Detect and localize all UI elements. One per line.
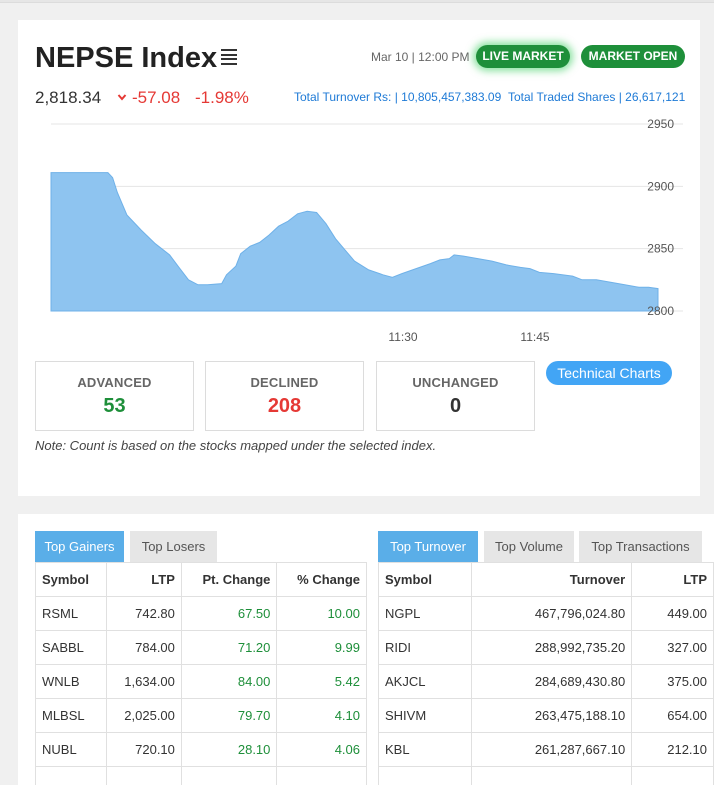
top-strip — [0, 0, 714, 3]
table-header-row: Symbol Turnover LTP — [378, 562, 714, 597]
symbol-cell[interactable]: RSML — [35, 596, 107, 631]
table-row[interactable]: NUBL 720.10 28.10 4.06 — [35, 732, 367, 767]
declined-box: DECLINED 208 — [205, 361, 364, 431]
y-tick-label: 2900 — [647, 179, 674, 193]
table-row[interactable]: KBL 261,287,667.10 212.10 — [378, 732, 714, 767]
tables-card: Top Gainers Top Losers Top Turnover Top … — [18, 514, 714, 785]
index-value: 2,818.34 — [35, 88, 102, 107]
turnover-cell: 288,992,735.20 — [470, 630, 633, 665]
tab-top-volume[interactable]: Top Volume — [484, 531, 574, 562]
table-row — [35, 766, 367, 785]
tab-top-turnover[interactable]: Top Turnover — [378, 531, 478, 562]
y-tick-label: 2950 — [647, 117, 674, 131]
symbol-cell[interactable]: NUBL — [35, 732, 107, 767]
ltp-cell: 1,634.00 — [105, 664, 182, 699]
total-turnover: Total Turnover Rs: | 10,805,457,383.09 — [294, 90, 502, 104]
column-header: LTP — [105, 562, 182, 597]
ltp-cell: 375.00 — [631, 664, 714, 699]
pct-change-cell: 4.06 — [276, 732, 367, 767]
symbol-cell[interactable]: WNLB — [35, 664, 107, 699]
tab-top-losers[interactable]: Top Losers — [130, 531, 217, 562]
declined-count: 208 — [267, 395, 302, 417]
ltp-cell: 742.80 — [105, 596, 182, 631]
count-note: Note: Count is based on the stocks mappe… — [35, 438, 437, 453]
ltp-cell: 720.10 — [105, 732, 182, 767]
advanced-label: ADVANCED — [77, 375, 152, 390]
pct-change-cell: 9.99 — [276, 630, 367, 665]
advanced-box: ADVANCED 53 — [35, 361, 194, 431]
advanced-count: 53 — [103, 395, 126, 417]
total-traded-shares: Total Traded Shares | 26,617,121 — [508, 90, 686, 104]
chevron-down-icon — [117, 94, 127, 101]
pt-change-cell: 28.10 — [180, 732, 278, 767]
ltp-cell: 327.00 — [631, 630, 714, 665]
column-header: Symbol — [378, 562, 472, 597]
table-header-row: Symbol LTP Pt. Change % Change — [35, 562, 367, 597]
column-header: Pt. Change — [180, 562, 278, 597]
turnover-cell: 467,796,024.80 — [470, 596, 633, 631]
pt-change-cell: 79.70 — [180, 698, 278, 733]
unchanged-count: 0 — [449, 395, 462, 417]
turnover-cell: 263,475,188.10 — [470, 698, 633, 733]
unchanged-box: UNCHANGED 0 — [376, 361, 535, 431]
tab-top-gainers[interactable]: Top Gainers — [35, 531, 124, 562]
symbol-cell[interactable]: SABBL — [35, 630, 107, 665]
column-header: % Change — [276, 562, 367, 597]
turnover-cell: 284,689,430.80 — [470, 664, 633, 699]
index-percent-change: -1.98% — [195, 88, 249, 107]
y-tick-label: 2800 — [647, 304, 674, 318]
pt-change-cell: 71.20 — [180, 630, 278, 665]
market-open-badge: MARKET OPEN — [581, 45, 685, 68]
top-gainers-table: Symbol LTP Pt. Change % Change RSML 742.… — [35, 562, 367, 785]
top-turnover-table: Symbol Turnover LTP NGPL 467,796,024.80 … — [378, 562, 714, 785]
index-point-change: -57.08 — [132, 88, 181, 107]
index-card: NEPSE Index Mar 10 | 12:00 PM LIVE MARKE… — [18, 20, 700, 496]
ltp-cell: 449.00 — [631, 596, 714, 631]
symbol-cell[interactable]: MLBSL — [35, 698, 107, 733]
turnover-cell: 261,287,667.10 — [470, 732, 633, 767]
column-header: LTP — [631, 562, 714, 597]
table-row[interactable]: NGPL 467,796,024.80 449.00 — [378, 596, 714, 631]
symbol-cell[interactable]: AKJCL — [378, 664, 472, 699]
live-market-button[interactable]: LIVE MARKET — [476, 45, 570, 68]
column-header: Turnover — [470, 562, 633, 597]
pct-change-cell: 5.42 — [276, 664, 367, 699]
pct-change-cell: 4.10 — [276, 698, 367, 733]
tab-top-transactions[interactable]: Top Transactions — [579, 531, 702, 562]
symbol-cell[interactable]: KBL — [378, 732, 472, 767]
page-title: NEPSE Index — [35, 42, 218, 74]
pct-change-cell: 10.00 — [276, 596, 367, 631]
declined-label: DECLINED — [250, 375, 319, 390]
symbol-cell[interactable]: SHIVM — [378, 698, 472, 733]
table-row[interactable]: RIDI 288,992,735.20 327.00 — [378, 630, 714, 665]
pt-change-cell: 67.50 — [180, 596, 278, 631]
ltp-cell: 784.00 — [105, 630, 182, 665]
index-chart: 2950 2900 2850 2800 11:30 11:45 — [50, 117, 683, 344]
table-row[interactable]: SABBL 784.00 71.20 9.99 — [35, 630, 367, 665]
pt-change-cell: 84.00 — [180, 664, 278, 699]
symbol-cell[interactable]: NGPL — [378, 596, 472, 631]
market-datetime: Mar 10 | 12:00 PM — [371, 50, 470, 64]
ltp-cell: 654.00 — [631, 698, 714, 733]
table-row[interactable]: MLBSL 2,025.00 79.70 4.10 — [35, 698, 367, 733]
ltp-cell: 2,025.00 — [105, 698, 182, 733]
table-row[interactable]: AKJCL 284,689,430.80 375.00 — [378, 664, 714, 699]
table-row — [378, 766, 714, 785]
x-tick-label: 11:30 — [388, 330, 417, 344]
table-row[interactable]: WNLB 1,634.00 84.00 5.42 — [35, 664, 367, 699]
technical-charts-button[interactable]: Technical Charts — [546, 361, 672, 385]
column-header: Symbol — [35, 562, 107, 597]
index-area-series — [50, 172, 659, 312]
unchanged-label: UNCHANGED — [412, 375, 499, 390]
table-row[interactable]: SHIVM 263,475,188.10 654.00 — [378, 698, 714, 733]
menu-icon[interactable] — [221, 49, 237, 65]
x-tick-label: 11:45 — [520, 330, 549, 344]
y-tick-label: 2850 — [647, 242, 674, 256]
symbol-cell[interactable]: RIDI — [378, 630, 472, 665]
ltp-cell: 212.10 — [631, 732, 714, 767]
table-row[interactable]: RSML 742.80 67.50 10.00 — [35, 596, 367, 631]
